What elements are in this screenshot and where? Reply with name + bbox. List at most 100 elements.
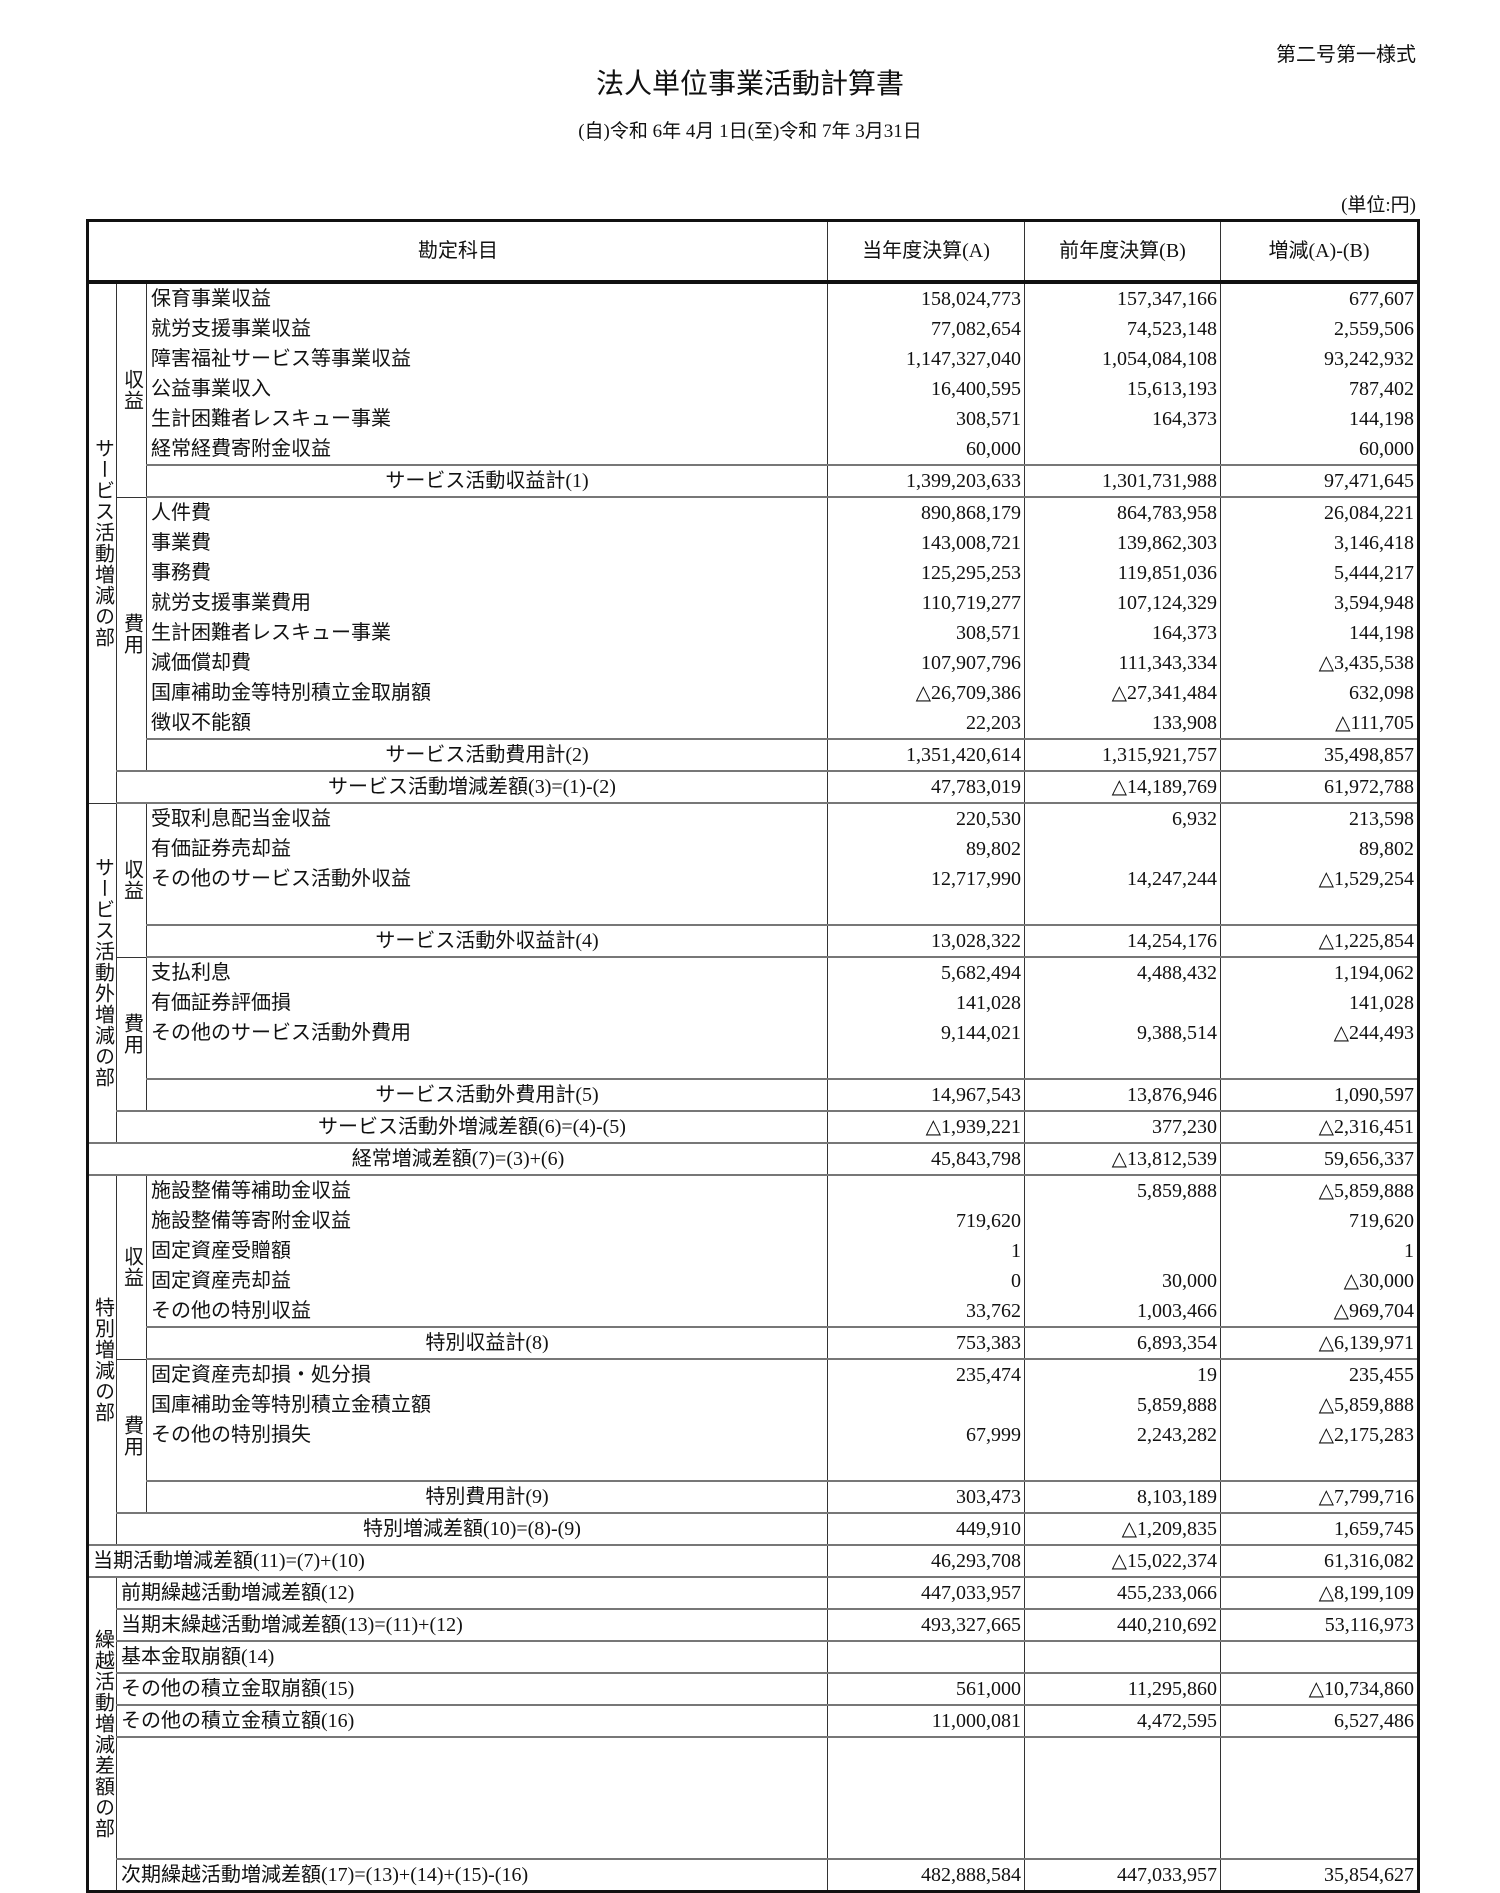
activity-statement-table: 勘定科目 当年度決算(A) 前年度決算(B) 増減(A)-(B) サービス活動増… [86,219,1420,1893]
carryover-previous-year [1024,1640,1221,1674]
table-row: 就労支援事業収益 77,082,654 74,523,148 2,559,506 [88,314,1419,344]
account-difference: 235,455 [1220,1359,1419,1390]
difference-current-year: 47,783,019 [827,770,1025,804]
table-row: その他の特別収益 33,762 1,003,466 △969,704 [88,1296,1419,1327]
account-difference: △244,493 [1220,1018,1419,1048]
table-row: その他のサービス活動外費用 9,144,021 9,388,514 △244,493 [88,1018,1419,1048]
carryover-row: 繰越活動増減差額の部 前期繰越活動増減差額(12) 447,033,957 455,2… [87,1576,1419,1893]
column-header-current-year: 当年度決算(A) [827,220,1025,284]
account-previous-year: 139,862,303 [1024,528,1221,558]
blank-cell [146,894,828,925]
subtotal-current-year: 1,399,203,633 [827,464,1025,498]
carryover-current-year: 447,033,957 [827,1576,1025,1610]
account-difference: 719,620 [1220,1206,1419,1236]
current-period-difference-row: 当期活動増減差額(11)=(7)+(10) 46,293,708 △15,022,3… [87,1544,1419,1578]
subtotal-previous-year: 6,893,354 [1024,1326,1221,1360]
carryover-current-year: 561,000 [827,1672,1025,1706]
account-label: 固定資産売却損・処分損 [146,1359,828,1390]
subtotal-previous-year: 8,103,189 [1024,1480,1221,1514]
account-previous-year: 119,851,036 [1024,558,1221,588]
account-previous-year: 5,859,888 [1024,1390,1221,1420]
subtotal-row: サービス活動外収益計(4) 13,028,322 14,254,176 △1,225,… [88,924,1419,958]
account-current-year: 60,000 [827,434,1025,465]
account-current-year: 719,620 [827,1206,1025,1236]
account-difference: 144,198 [1220,618,1419,648]
section-label: 特別増減の部 [87,1174,117,1546]
table-row: 事務費 125,295,253 119,851,036 5,444,217 [88,558,1419,588]
account-label: 人件費 [146,497,828,528]
document-title: 法人単位事業活動計算書 [595,69,904,100]
account-previous-year: 1,054,084,108 [1024,344,1221,374]
table-row: 生計困難者レスキュー事業 308,571 164,373 144,198 [88,618,1419,648]
table-row: 固定資産売却益 0 30,000 △30,000 [88,1266,1419,1296]
ordinary-difference-previous-year: △13,812,539 [1024,1142,1221,1176]
account-previous-year [1024,1236,1221,1266]
subtotal-current-year: 13,028,322 [827,924,1025,958]
group-label: 収益 [116,802,147,958]
account-previous-year: 1,003,466 [1024,1296,1221,1327]
account-current-year: 1 [827,1236,1025,1266]
carryover-difference: △8,199,109 [1220,1576,1419,1610]
subtotal-label: サービス活動費用計(2) [146,738,828,772]
unit-label: (単位:円) [1341,195,1416,216]
account-current-year: 143,008,721 [827,528,1025,558]
blank-cell [827,1737,1025,1859]
group-label: 費用 [116,956,147,1112]
account-label: 事業費 [146,528,828,558]
account-current-year: 16,400,595 [827,374,1025,404]
account-previous-year: 164,373 [1024,404,1221,434]
section-label: サービス活動増減の部 [87,281,117,804]
blank-cell [1024,1737,1221,1859]
subtotal-row: サービス活動費用計(2) 1,351,420,614 1,315,921,757 35… [88,738,1419,772]
account-previous-year: 4,488,432 [1024,957,1221,988]
carryover-label: その他の積立金取崩額(15) [116,1672,828,1706]
table-row: 固定資産受贈額 1 1 [88,1236,1419,1266]
carryover-difference: 53,116,973 [1220,1608,1419,1642]
account-previous-year: 15,613,193 [1024,374,1221,404]
table-row: 国庫補助金等特別積立金取崩額 △26,709,386 △27,341,484 632,… [88,678,1419,708]
account-label: 公益事業収入 [146,374,828,404]
blank-cell [827,1450,1025,1481]
table-row: サービス活動外増減の部 収益 受取利息配当金収益 220,530 6,932 213,59… [87,802,1419,1144]
account-current-year: 141,028 [827,988,1025,1018]
difference-current-year: 449,910 [827,1512,1025,1546]
group-label: 収益 [116,1174,147,1360]
account-current-year: 77,082,654 [827,314,1025,344]
current-period-difference-current-year: 46,293,708 [827,1544,1025,1578]
next-period-carryover-label: 次期繰越活動増減差額(17)=(13)+(14)+(15)-(16) [116,1858,828,1893]
ordinary-difference-row: 経常増減差額(7)=(3)+(6) 45,843,798 △13,812,539 59… [87,1142,1419,1176]
account-current-year [827,1175,1025,1206]
difference-difference: △2,316,451 [1220,1110,1419,1144]
table-row: 経常経費寄附金収益 60,000 60,000 [88,434,1419,465]
account-difference: 632,098 [1220,678,1419,708]
account-current-year: 308,571 [827,404,1025,434]
account-label: 徴収不能額 [146,708,828,739]
account-previous-year [1024,1206,1221,1236]
table-header-row: 勘定科目 当年度決算(A) 前年度決算(B) 増減(A)-(B) [87,220,1419,284]
blank-cell [827,1048,1025,1079]
carryover-previous-year: 11,295,860 [1024,1672,1221,1706]
account-current-year: 5,682,494 [827,957,1025,988]
table-row: 減価償却費 107,907,796 111,343,334 △3,435,538 [88,648,1419,678]
account-label: 有価証券売却益 [146,834,828,864]
account-current-year: 158,024,773 [827,282,1025,314]
account-previous-year: 6,932 [1024,803,1221,834]
carryover-previous-year: 455,233,066 [1024,1576,1221,1610]
table-row: 有価証券評価損 141,028 141,028 [88,988,1419,1018]
blank-row [88,1048,1419,1079]
table-row: 特別増減の部 収益 施設整備等補助金収益 5,859,888 △5,859,888 [87,1174,1419,1546]
section-label: 繰越活動増減差額の部 [87,1576,117,1893]
account-label: 生計困難者レスキュー事業 [146,404,828,434]
carryover-difference [1220,1640,1419,1674]
subtotal-label: 特別収益計(8) [146,1326,828,1360]
blank-cell [1220,1048,1419,1079]
account-previous-year: 164,373 [1024,618,1221,648]
blank-cell [1024,894,1221,925]
carryover-current-year: 11,000,081 [827,1704,1025,1738]
account-label: 固定資産売却益 [146,1266,828,1296]
account-difference: 5,444,217 [1220,558,1419,588]
account-previous-year: 19 [1024,1359,1221,1390]
difference-row: サービス活動外増減差額(6)=(4)-(5) △1,939,221 377,230 △… [88,1110,1419,1144]
column-header-account: 勘定科目 [87,220,828,284]
blank-cell [1220,1737,1419,1859]
